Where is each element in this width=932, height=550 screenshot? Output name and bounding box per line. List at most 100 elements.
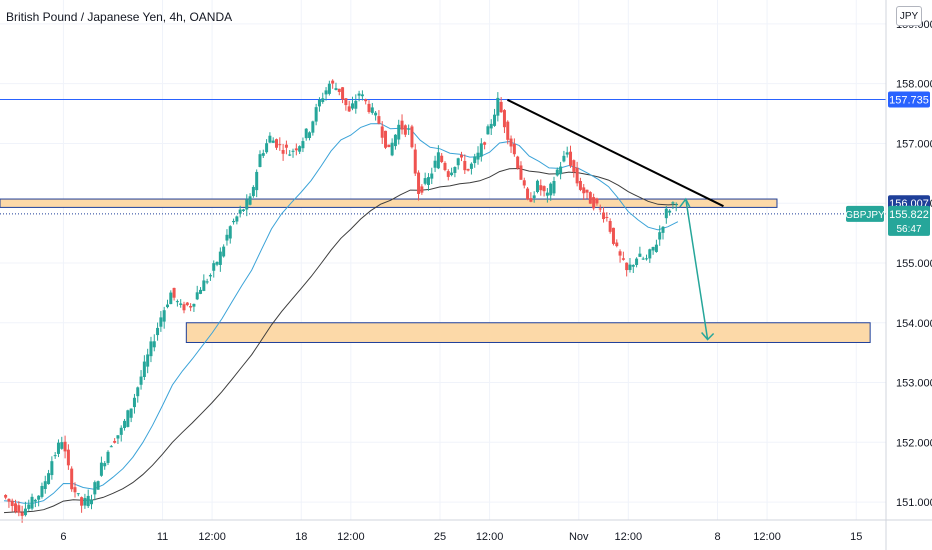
candle-body bbox=[575, 167, 579, 184]
time-tick-label: 25 bbox=[434, 531, 446, 543]
candle-body bbox=[367, 103, 371, 112]
candle-body bbox=[625, 262, 629, 271]
candle-body bbox=[364, 99, 368, 102]
symbol-tag: GBPJPY bbox=[845, 210, 885, 221]
candle-body bbox=[27, 504, 31, 509]
candle-body bbox=[446, 171, 450, 177]
price-tag-last-bg bbox=[888, 205, 930, 236]
candle-body bbox=[635, 258, 639, 265]
candle-body bbox=[288, 154, 292, 156]
candle-body bbox=[443, 162, 447, 171]
candle-body bbox=[628, 264, 632, 271]
candle-body bbox=[407, 128, 411, 130]
candle-body bbox=[278, 144, 282, 146]
candle-body bbox=[440, 155, 444, 163]
price-tick-label: 152.000 bbox=[896, 437, 932, 449]
candle-body bbox=[374, 112, 378, 116]
candle-body bbox=[493, 114, 497, 126]
candle-body bbox=[648, 249, 652, 259]
candle-body bbox=[129, 408, 133, 418]
candle-body bbox=[56, 442, 60, 454]
candle-body bbox=[602, 212, 606, 220]
candle-body bbox=[284, 144, 288, 148]
candle-body bbox=[559, 166, 563, 175]
candle-body bbox=[341, 87, 345, 100]
time-tick-label: 6 bbox=[60, 531, 66, 543]
candle-body bbox=[555, 169, 559, 176]
candle-body bbox=[182, 304, 186, 311]
candle-body bbox=[60, 442, 64, 449]
candle-body bbox=[456, 158, 460, 166]
candle-body bbox=[654, 244, 658, 252]
candle-body bbox=[245, 199, 249, 210]
candle-body bbox=[512, 143, 516, 155]
candle-body bbox=[380, 126, 384, 138]
candle-body bbox=[136, 387, 140, 397]
descending-trendline bbox=[506, 98, 724, 208]
candle-body bbox=[83, 498, 87, 506]
candle-body bbox=[222, 246, 226, 257]
candle-body bbox=[271, 140, 275, 143]
price-tick-label: 158.000 bbox=[896, 79, 932, 91]
candle-body bbox=[139, 376, 143, 385]
candle-body bbox=[43, 481, 47, 490]
candle-body bbox=[172, 287, 176, 298]
candle-body bbox=[641, 258, 645, 260]
candle-body bbox=[661, 226, 665, 233]
candle-body bbox=[212, 263, 216, 271]
time-tick-label: 12:00 bbox=[753, 531, 781, 543]
candle-body bbox=[370, 107, 374, 113]
candle-body bbox=[357, 93, 361, 96]
candles bbox=[4, 79, 678, 523]
candle-body bbox=[595, 198, 599, 204]
candle-body bbox=[152, 341, 156, 348]
candle-body bbox=[360, 94, 364, 97]
candle-body bbox=[294, 148, 298, 151]
candle-body bbox=[251, 186, 255, 197]
candle-body bbox=[208, 275, 212, 277]
candle-body bbox=[189, 305, 193, 308]
candle-body bbox=[344, 98, 348, 106]
candle-body bbox=[539, 185, 543, 191]
price-tick-label: 154.000 bbox=[896, 318, 932, 330]
candle-body bbox=[526, 188, 530, 200]
candle-body bbox=[588, 192, 592, 204]
candle-body bbox=[73, 487, 77, 493]
candle-body bbox=[202, 280, 206, 291]
candle-body bbox=[63, 441, 67, 452]
candle-body bbox=[291, 150, 295, 152]
candle-body bbox=[479, 143, 483, 157]
candle-body bbox=[258, 154, 262, 167]
time-tick-label: 12:00 bbox=[198, 531, 226, 543]
time-tick-label: Nov bbox=[569, 531, 589, 543]
projection-arrow-tail bbox=[679, 197, 691, 208]
candle-body bbox=[334, 88, 338, 90]
candle-body bbox=[618, 251, 622, 256]
time-tick-label: 12:00 bbox=[337, 531, 365, 543]
time-tick-label: 12:00 bbox=[476, 531, 504, 543]
candle-body bbox=[50, 461, 54, 476]
candle-body bbox=[268, 135, 272, 143]
candle-body bbox=[651, 246, 655, 251]
candle-body bbox=[631, 264, 635, 267]
candle-body bbox=[496, 97, 500, 116]
candle-body bbox=[489, 123, 493, 129]
candle-body bbox=[436, 152, 440, 169]
candle-body bbox=[608, 221, 612, 232]
candle-body bbox=[70, 468, 74, 490]
candle-body bbox=[499, 101, 503, 113]
candle-body bbox=[621, 258, 625, 260]
candle-body bbox=[185, 302, 189, 306]
candle-body bbox=[53, 455, 57, 457]
candle-body bbox=[195, 292, 199, 300]
candle-body bbox=[142, 361, 146, 377]
candle-body bbox=[387, 144, 391, 148]
candle-body bbox=[377, 116, 381, 124]
candle-body bbox=[529, 198, 533, 202]
candle-body bbox=[674, 204, 678, 206]
candle-body bbox=[542, 186, 546, 192]
candle-body bbox=[658, 232, 662, 240]
currency-button[interactable]: JPY bbox=[896, 6, 922, 26]
